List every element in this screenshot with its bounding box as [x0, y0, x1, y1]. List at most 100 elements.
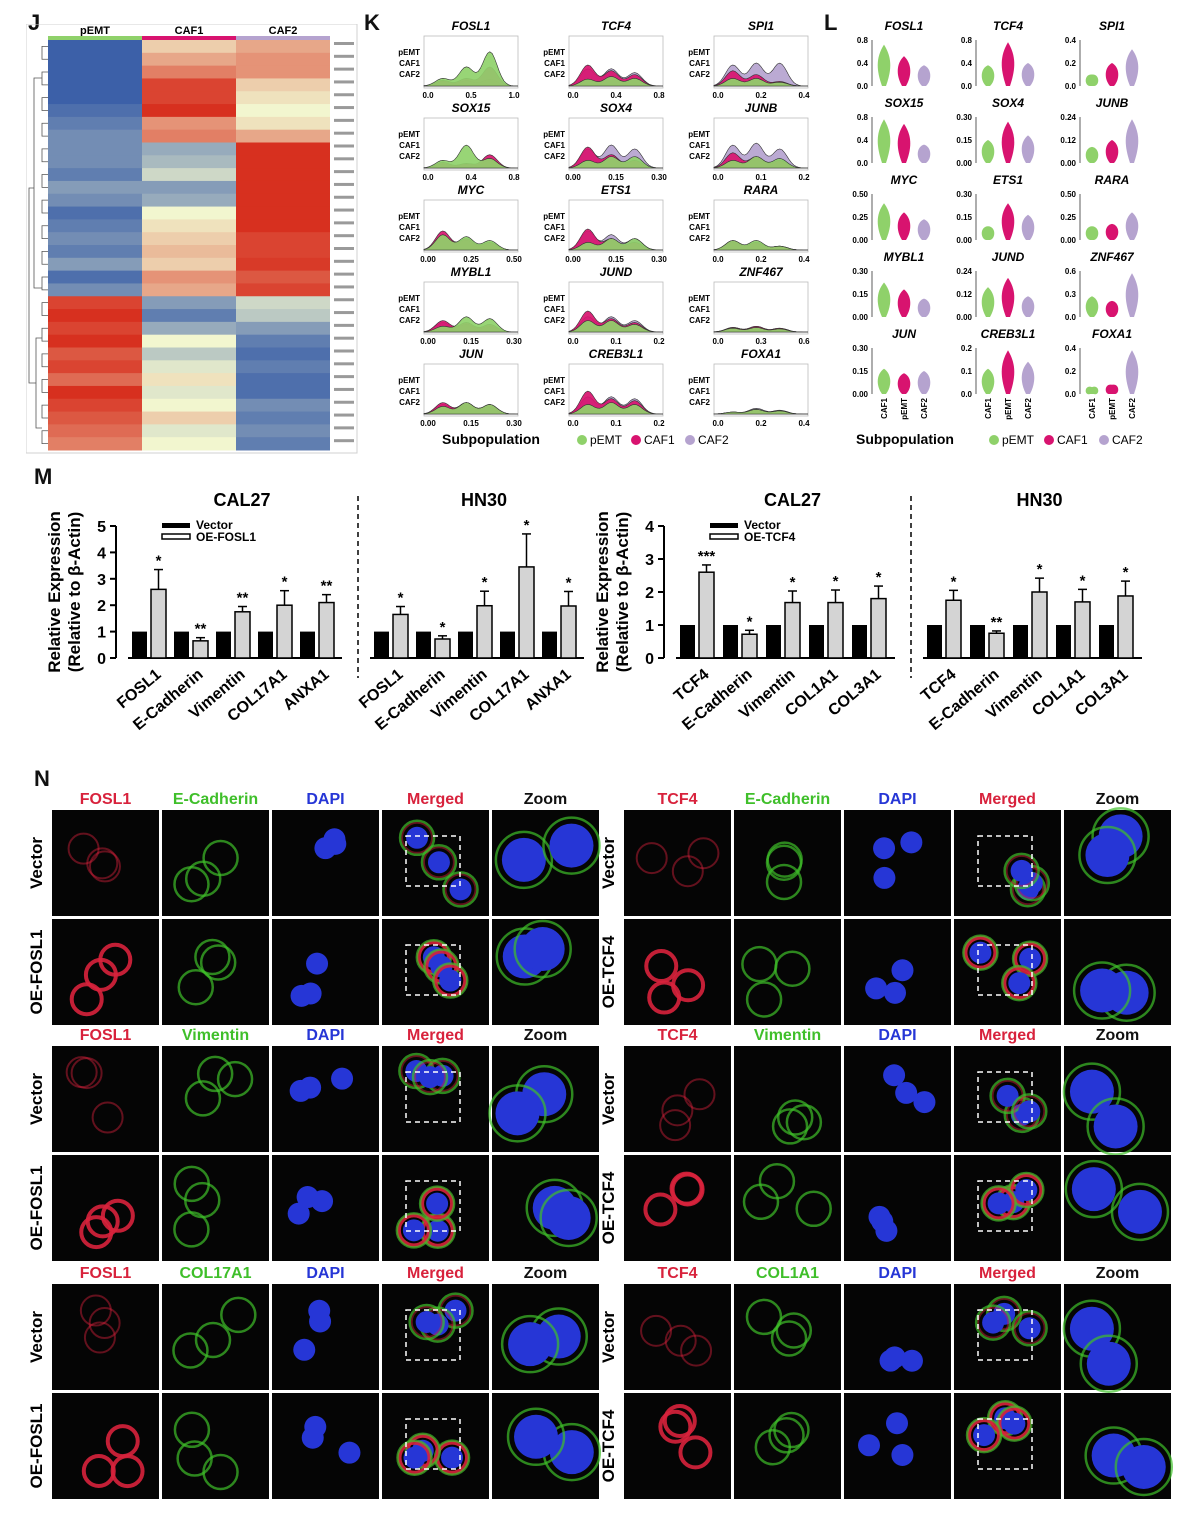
- cell-nucleus: [891, 1444, 914, 1467]
- cell-signal-green: [776, 1099, 814, 1136]
- bar-vector: [766, 625, 781, 658]
- heatmap-cell: [142, 219, 236, 233]
- cell-signal-red: [422, 846, 455, 879]
- violin-caf2: [1021, 361, 1035, 394]
- ridge-cell: JUND pEMT CAF1 CAF2 0.0 0.1 0.2: [543, 265, 665, 346]
- violin-x-tick: CAF1: [880, 397, 889, 418]
- violin-pemt: [1085, 74, 1099, 86]
- violin-caf2: [1125, 49, 1139, 86]
- violin-tick-label: 0.2: [1065, 367, 1077, 376]
- bar-overexpression: [1074, 601, 1091, 659]
- bar-y-tick-label: 0: [97, 651, 106, 668]
- violin-caf2: [1021, 296, 1035, 317]
- ridge-tick-label: 0.4: [798, 419, 810, 428]
- heatmap-cell: [236, 257, 330, 272]
- heatmap-cell: [236, 245, 330, 259]
- microscopy-tile: [272, 1284, 379, 1390]
- violin-caf2: [1125, 212, 1139, 240]
- ridge-density-pemt: [423, 144, 518, 169]
- bar-significance: *: [1037, 561, 1043, 578]
- cell-signal-red: [1005, 854, 1038, 887]
- violin-cell: JUNB 0.24 0.12 0.00: [1060, 96, 1139, 168]
- cell-signal-green: [785, 1103, 823, 1141]
- bar-overexpression: [276, 604, 293, 659]
- ridge-tick-label: 0.1: [610, 337, 622, 346]
- dendrogram-branch: [41, 430, 48, 444]
- ridge-gene-title: FOXA1: [741, 347, 781, 361]
- cell-signal-green: [184, 860, 222, 898]
- violin-x-tick: CAF2: [920, 397, 929, 418]
- ridge-tick-label: 0.2: [653, 419, 665, 428]
- cell-nucleus: [873, 837, 896, 860]
- violin-tick-label: 0.30: [956, 113, 972, 122]
- dendrogram-branch: [35, 337, 42, 429]
- heatmap-cell: [142, 155, 236, 169]
- bar-significance: *: [282, 574, 288, 591]
- cell-signal-red: [664, 1324, 697, 1357]
- microscopy-tile: [162, 1393, 269, 1499]
- ridge-gene-title: JUND: [600, 265, 633, 279]
- heatmap-cell: [48, 385, 142, 400]
- ridge-tick-label: 0.15: [463, 337, 479, 346]
- violin-gene-title: ETS1: [993, 173, 1023, 187]
- cell-signal-green: [773, 1411, 810, 1449]
- ridge-tick-label: 0.8: [508, 173, 520, 182]
- cell-nucleus: [495, 1091, 540, 1136]
- ridge-density-pemt: [423, 234, 518, 251]
- imaging-column-header: TCF4: [658, 1265, 698, 1282]
- cell-nucleus: [311, 1190, 334, 1213]
- violin-pemt: [981, 368, 995, 394]
- microscopy-tile: [624, 1284, 731, 1390]
- ridge-row-label: pEMT: [543, 48, 565, 57]
- imaging-row-label: OE-TCF4: [599, 1409, 618, 1482]
- cell-signal-green: [196, 1055, 234, 1093]
- zoom-region-box: [405, 1418, 461, 1470]
- cell-signal-red: [98, 942, 133, 977]
- cell-signal-green: [396, 1439, 433, 1476]
- cell-nucleus: [449, 878, 472, 901]
- cell-nucleus: [1121, 1444, 1166, 1489]
- cell-signal-green: [173, 1165, 210, 1203]
- imaging-row-label: Vector: [27, 1311, 46, 1363]
- dendrogram-branch: [28, 187, 36, 384]
- ridge-row-label: CAF2: [689, 70, 710, 79]
- cell-nucleus: [402, 1219, 425, 1242]
- cell-signal-red: [105, 1424, 140, 1459]
- violin-tick-label: 0.30: [956, 190, 972, 199]
- cell-signal-green: [408, 1303, 445, 1341]
- panel-label-j: J: [28, 10, 41, 35]
- heatmap-group-label: CAF1: [175, 25, 204, 37]
- bar-significance: ***: [698, 548, 716, 565]
- ridge-row-label: CAF1: [399, 59, 420, 68]
- heatmap-group-bar: [48, 36, 142, 40]
- violin-caf1: [1105, 63, 1119, 86]
- cell-signal-red: [963, 935, 998, 970]
- ridge-row-label: CAF1: [399, 141, 420, 150]
- dendrogram-branch: [41, 97, 48, 111]
- heatmap-cell: [48, 142, 142, 156]
- heatmap-cell: [48, 155, 142, 169]
- microscopy-tile: [844, 810, 951, 916]
- heatmap-cell: [48, 193, 142, 208]
- violin-x-tick: CAF1: [984, 397, 993, 418]
- imaging-column-header: COL17A1: [179, 1265, 251, 1282]
- ridge-cell: MYC pEMT CAF1 CAF2 0.00 0.25 0.50: [398, 183, 522, 264]
- violin-tick-label: 0.8: [961, 36, 973, 45]
- bar-overexpression: [560, 605, 577, 659]
- heatmap-row-label: [334, 439, 354, 443]
- microscopy-tile: [162, 1284, 269, 1390]
- cell-signal-green: [1011, 1310, 1048, 1347]
- violin-tick-label: 0.15: [956, 136, 972, 145]
- cell-nucleus: [873, 866, 896, 889]
- ridge-tick-label: 0.1: [755, 173, 767, 182]
- cell-signal-green: [1114, 1437, 1174, 1497]
- heatmap-cell: [236, 129, 330, 143]
- cell-signal-green: [420, 844, 458, 881]
- bar-overexpression: [318, 601, 335, 659]
- violin-caf1: [1001, 203, 1015, 240]
- cell-nucleus: [1003, 1412, 1026, 1435]
- ridge-row-label: CAF2: [544, 70, 565, 79]
- cell-signal-red: [79, 1294, 112, 1327]
- cell-signal-red: [413, 1061, 446, 1094]
- bar-y-tick-label: 4: [645, 519, 654, 536]
